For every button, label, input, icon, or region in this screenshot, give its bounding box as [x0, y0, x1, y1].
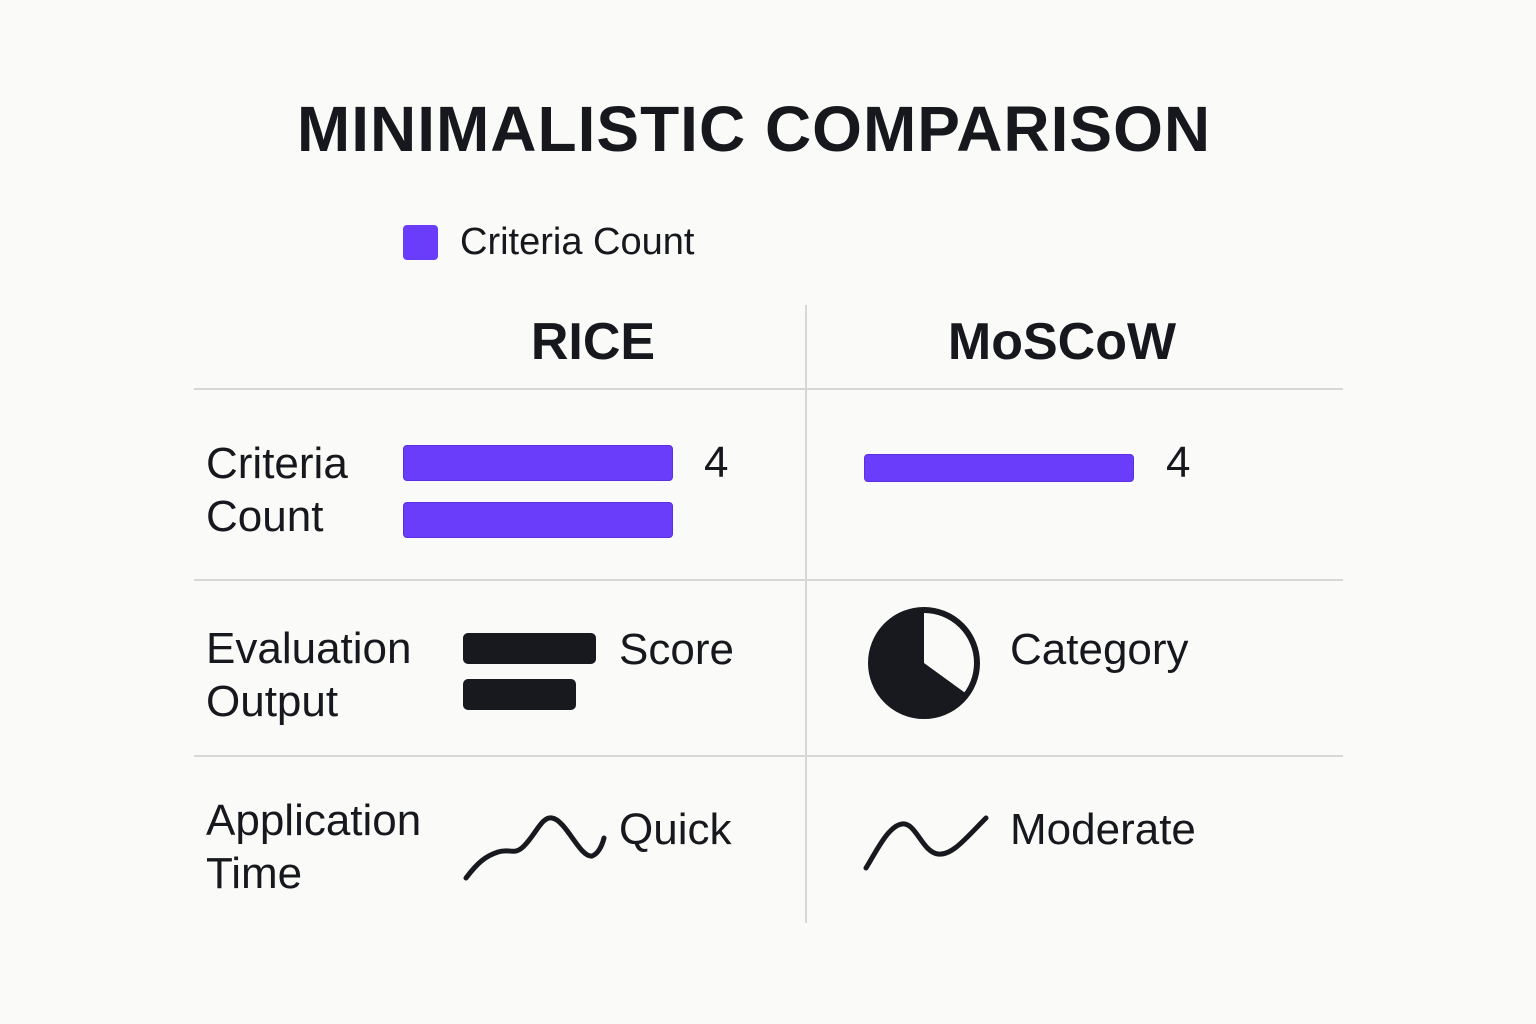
bar-icon [463, 679, 576, 710]
column-header-rice: RICE [530, 313, 656, 371]
row-label-criteria-count: Criteria Count [206, 439, 348, 541]
cell-text-moderate: Moderate [1010, 805, 1196, 854]
bar-icon [463, 633, 596, 664]
row-label-application-time: Application Time [206, 796, 422, 898]
cell-text-quick: Quick [619, 805, 732, 854]
row-label-evaluation-output: Evaluation Output [206, 624, 412, 726]
value-label-moscow: 4 [1166, 438, 1191, 487]
legend-label: Criteria Count [460, 221, 695, 263]
wave-icon [463, 815, 607, 881]
legend-swatch-criteria-count [403, 224, 438, 260]
legend: Criteria Count [403, 222, 694, 262]
row-divider [194, 579, 1343, 581]
chart-title: MINIMALISTIC COMPARISON [296, 93, 1212, 165]
row-divider [194, 755, 1343, 757]
bar-moscow-criteria [864, 454, 1134, 482]
header-divider [194, 388, 1343, 390]
pie-icon [868, 607, 980, 719]
pie-slice [871, 610, 967, 716]
cell-text-category: Category [1010, 625, 1189, 674]
zigzag-icon [863, 815, 989, 871]
column-divider [805, 305, 807, 923]
bar-rice-criteria-1 [403, 445, 673, 481]
column-header-moscow: MoSCoW [947, 313, 1177, 371]
cell-text-score: Score [619, 625, 734, 674]
bar-rice-criteria-2 [403, 502, 673, 538]
value-label-rice: 4 [704, 438, 729, 487]
